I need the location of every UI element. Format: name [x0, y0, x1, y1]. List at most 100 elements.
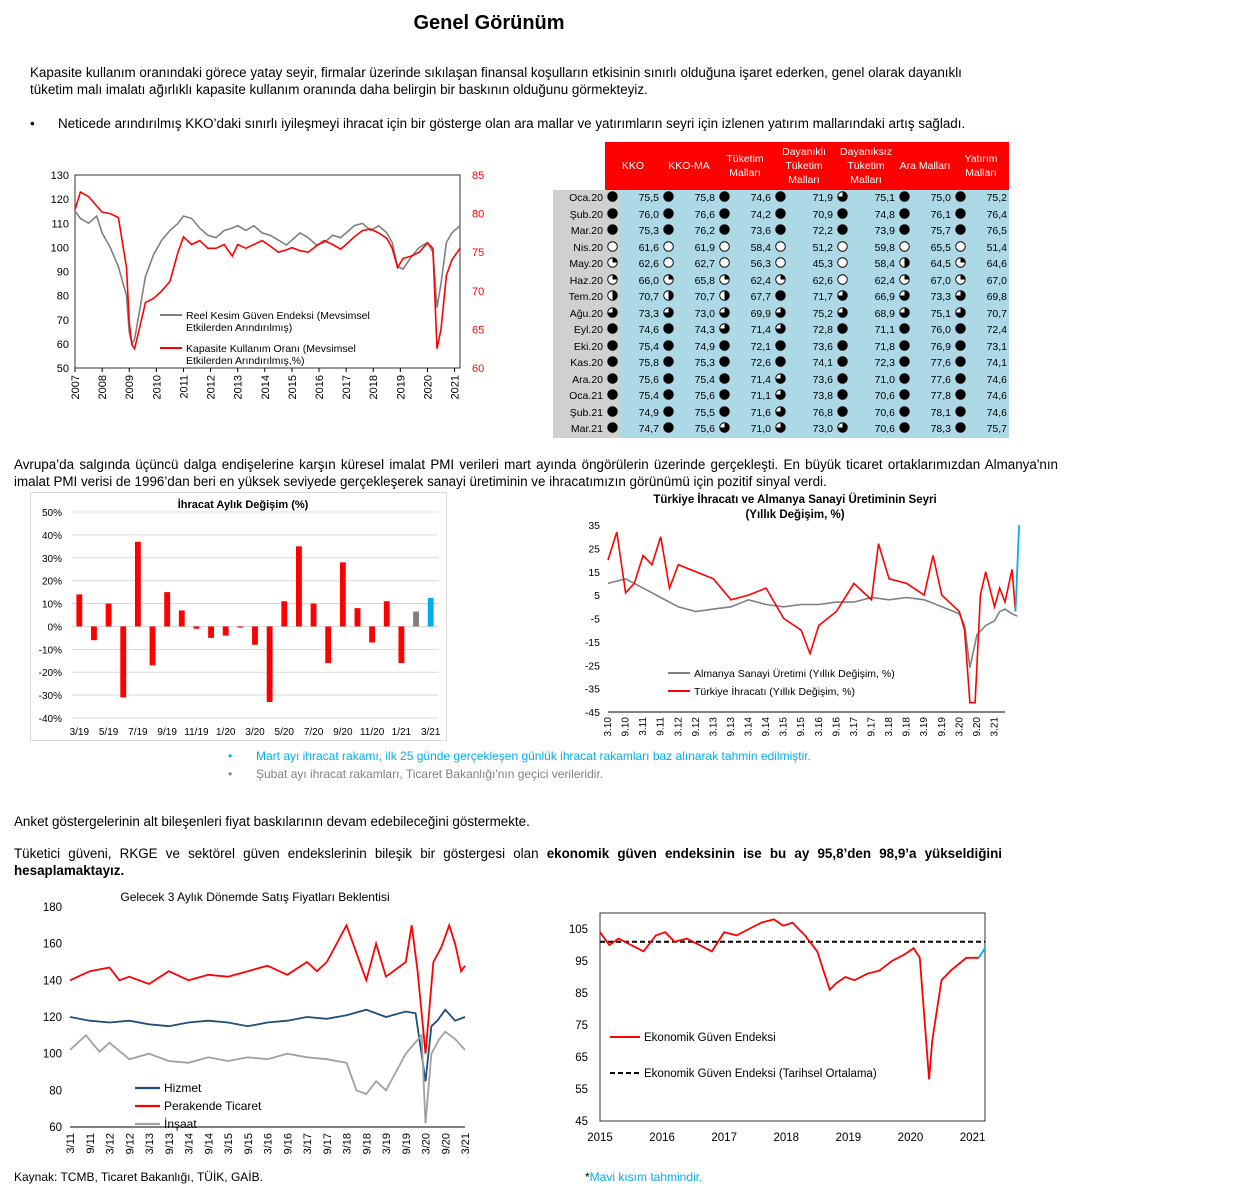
chart-title: Gelecek 3 Aylık Dönemde Satış Fiyatları … — [120, 890, 389, 904]
harvey-ball-icon — [955, 340, 966, 351]
y-tick-label: 60 — [49, 1122, 62, 1134]
cell-value: 76,5 — [968, 223, 1009, 240]
y-left-tick-label: 100 — [51, 242, 69, 254]
harvey-ball-icon — [607, 191, 618, 202]
harvey-ball-icon — [719, 257, 730, 268]
harvey-ball-icon — [663, 307, 674, 318]
table-row: Kas.20 75,8 75,3 72,6 74,1 72,3 77,6 74,1 — [553, 355, 1009, 372]
cell-icon — [605, 256, 620, 273]
x-tick-label: 3.20 — [954, 717, 965, 737]
x-tick-label: 3/21 — [460, 1133, 472, 1154]
table-header: Dayanıksız Tüketim Malları — [835, 142, 897, 190]
x-tick-label: 9.19 — [937, 717, 948, 737]
cell-icon — [835, 206, 850, 223]
harvey-ball-icon — [663, 406, 674, 417]
cell-icon — [835, 371, 850, 388]
cell-value: 77,6 — [912, 371, 953, 388]
harvey-ball-icon — [607, 274, 618, 285]
row-label: Eki.20 — [553, 338, 605, 355]
y-tick-label: 105 — [569, 924, 588, 936]
cell-value: 73,1 — [968, 338, 1009, 355]
cell-icon — [835, 322, 850, 339]
forecast-note: *Mavi kısım tahmindir. — [585, 1170, 702, 1184]
table-row: Mar.21 74,7 75,6 71,0 73,0 70,6 78,3 75,7 — [553, 421, 1009, 438]
y-tick-label: 15 — [588, 567, 600, 579]
cell-value: 65,8 — [676, 272, 717, 289]
cell-icon — [835, 190, 850, 207]
cell-value: 75,4 — [620, 388, 661, 405]
y-right-tick-label: 80 — [472, 209, 484, 221]
cell-value: 71,0 — [850, 371, 897, 388]
harvey-ball-icon — [719, 274, 730, 285]
x-tick-label: 2016 — [649, 1132, 675, 1144]
harvey-ball-icon — [663, 290, 674, 301]
cell-value: 70,6 — [850, 404, 897, 421]
cell-icon — [661, 289, 676, 306]
cell-value: 62,6 — [620, 256, 661, 273]
cell-icon — [661, 190, 676, 207]
x-tick-label: 2019 — [836, 1132, 862, 1144]
cell-value: 76,9 — [912, 338, 953, 355]
harvey-ball-icon — [719, 356, 730, 367]
x-tick-label: 9/18 — [361, 1133, 373, 1154]
cell-value: 71,8 — [850, 338, 897, 355]
x-tick-label: 9/16 — [282, 1133, 294, 1154]
y-tick-label: 120 — [43, 1012, 62, 1024]
cell-icon — [605, 272, 620, 289]
x-tick-label: 3/18 — [342, 1133, 354, 1154]
cell-value: 74,6 — [968, 371, 1009, 388]
x-tick-label: 2018 — [773, 1132, 799, 1144]
tr-de-line-chart: Türkiye İhracatı ve Almanya Sanayi Üreti… — [585, 493, 1020, 737]
cell-value: 75,3 — [620, 223, 661, 240]
cell-value: 64,5 — [912, 256, 953, 273]
cell-icon — [835, 289, 850, 306]
cell-icon — [717, 338, 732, 355]
cell-value: 51,2 — [788, 239, 835, 256]
harvey-ball-icon — [899, 290, 910, 301]
cell-value: 75,8 — [620, 355, 661, 372]
note-2-bullet: • — [228, 767, 233, 781]
harvey-ball-icon — [955, 274, 966, 285]
cell-icon — [773, 239, 788, 256]
row-label: Ağu.20 — [553, 305, 605, 322]
x-tick-label: 2015 — [587, 1132, 613, 1144]
harvey-ball-icon — [899, 191, 910, 202]
bar-4-19 — [91, 626, 97, 641]
x-tick-label: 2018 — [368, 375, 380, 399]
cell-value: 71,1 — [732, 388, 773, 405]
cell-icon — [897, 256, 912, 273]
y-left-tick-label: 120 — [51, 194, 69, 206]
x-tick-label: 2014 — [260, 375, 272, 399]
cell-value: 76,8 — [788, 404, 835, 421]
harvey-ball-icon — [837, 257, 848, 268]
x-tick-label: 9.14 — [761, 717, 772, 737]
x-tick-label: 11/20 — [360, 727, 385, 738]
bar-12-20 — [383, 601, 390, 627]
cell-icon — [717, 190, 732, 207]
series-turkiye-forecast — [1014, 524, 1020, 612]
cell-icon — [661, 223, 676, 240]
harvey-ball-icon — [775, 422, 786, 433]
harvey-ball-icon — [719, 208, 730, 219]
y-left-tick-label: 70 — [57, 315, 69, 327]
harvey-ball-icon — [663, 340, 674, 351]
harvey-ball-icon — [719, 389, 730, 400]
harvey-ball-icon — [775, 406, 786, 417]
y-tick-label: -45 — [585, 707, 600, 719]
y-tick-label: 75 — [575, 1020, 588, 1032]
y-left-tick-label: 90 — [57, 267, 69, 279]
legend-label-kko: Kapasite Kullanım Oranı (Mevsimsel Etkile… — [186, 343, 356, 367]
harvey-ball-icon — [607, 406, 618, 417]
table-row: Mar.20 75,3 76,2 73,6 72,2 73,9 75,7 76,5 — [553, 223, 1009, 240]
cell-value: 71,4 — [732, 322, 773, 339]
cell-icon — [605, 404, 620, 421]
cell-icon — [953, 272, 968, 289]
cell-value: 73,6 — [732, 223, 773, 240]
legend-label-2: İnşaat — [164, 1117, 197, 1131]
x-tick-label: 1/20 — [216, 727, 236, 738]
cell-value: 75,2 — [788, 305, 835, 322]
cell-value: 70,7 — [620, 289, 661, 306]
table-row: Eki.20 75,4 74,9 72,1 73,6 71,8 76,9 73,1 — [553, 338, 1009, 355]
y-tick-label: 65 — [575, 1052, 588, 1064]
cell-icon — [835, 223, 850, 240]
